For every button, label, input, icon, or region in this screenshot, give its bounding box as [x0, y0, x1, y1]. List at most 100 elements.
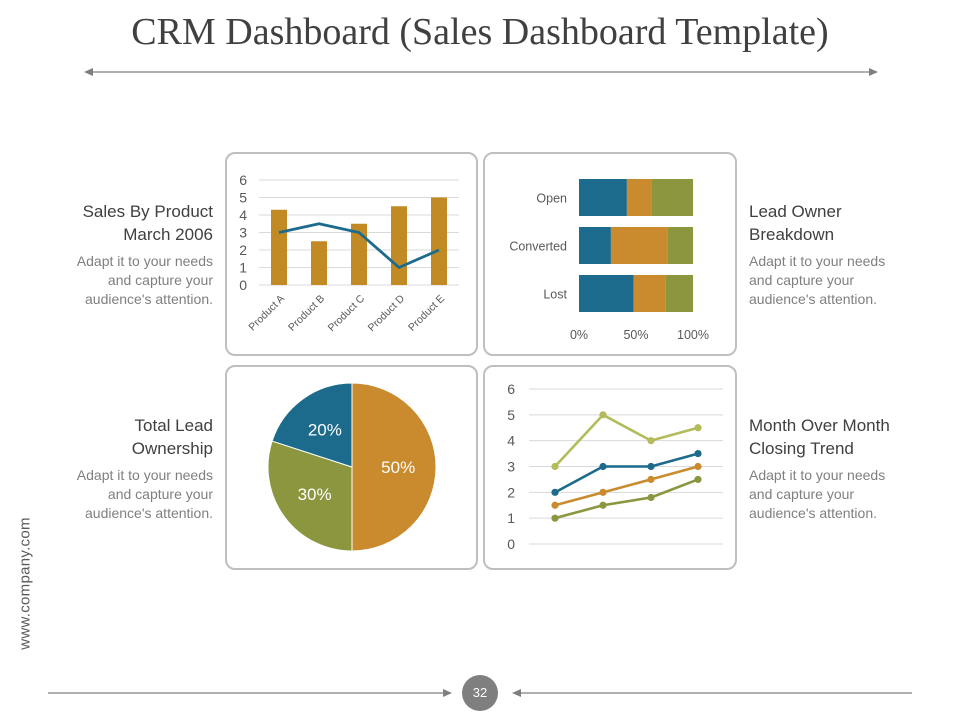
sales-body-line: audience's attention. [85, 291, 213, 307]
lead-owner-body-line: Adapt it to your needs [749, 253, 886, 269]
sales-body-line: Adapt it to your needs [76, 253, 213, 269]
bar-segment [651, 179, 693, 216]
data-point [599, 411, 607, 419]
series-line [554, 413, 699, 468]
lead-owner-heading: Lead Owner Breakdown [749, 200, 949, 246]
closing-heading-line: Month Over Month [749, 416, 890, 435]
sales-heading-line: March 2006 [123, 225, 213, 244]
bar [351, 223, 367, 285]
category-label: Lost [543, 288, 567, 302]
bar [311, 241, 327, 285]
category-label: Converted [509, 240, 567, 254]
total-lead-chart-panel: 50% 30% 20% [225, 365, 478, 570]
sales-heading: Sales By Product March 2006 [13, 200, 213, 246]
y-tick-label: 5 [239, 190, 247, 206]
lead-owner-breakdown-chart: Open Converted Lost 0% 50% 100% [509, 179, 709, 342]
total-lead-body-line: and capture your [107, 486, 213, 502]
page-title: CRM Dashboard (Sales Dashboard Template) [131, 11, 829, 53]
pie-label: 20% [308, 421, 342, 440]
lead-owner-body-line: and capture your [749, 272, 855, 288]
pie-slice [267, 440, 353, 552]
closing-heading: Month Over Month Closing Trend [749, 414, 949, 460]
bar [431, 197, 447, 285]
y-tick-label: 1 [507, 510, 515, 526]
total-lead-heading-line: Ownership [131, 439, 213, 458]
closing-body-line: Adapt it to your needs [749, 467, 886, 483]
y-tick-label: 6 [239, 172, 247, 188]
series-line [554, 452, 699, 494]
data-point [694, 424, 702, 432]
bar-segment [633, 275, 666, 312]
page-number-badge: 32 [462, 675, 498, 711]
lead-owner-chart-panel: Open Converted Lost 0% 50% 100% [483, 152, 737, 356]
website-url[interactable]: www.company.com [16, 517, 34, 650]
bar-segment [579, 227, 611, 264]
sales-body-line: and capture your [107, 272, 213, 288]
y-tick-label: 6 [507, 381, 515, 397]
pie-label: 30% [298, 485, 332, 504]
bar-segment [610, 227, 668, 264]
title-underline-arrow [84, 68, 878, 76]
total-lead-ownership-chart: 50% 30% 20% [267, 382, 437, 552]
x-tick-label: Product D [366, 292, 408, 334]
data-point [599, 488, 607, 496]
lead-owner-body: Adapt it to your needs and capture your … [749, 252, 949, 309]
pie-slice [271, 382, 353, 468]
closing-heading-line: Closing Trend [749, 439, 854, 458]
closing-chart-panel: 0 1 2 3 4 5 6 [483, 365, 737, 570]
lead-owner-heading-line: Breakdown [749, 225, 835, 244]
data-point [551, 462, 559, 471]
x-tick-label: Product E [406, 293, 447, 334]
x-tick-label: Product C [326, 292, 368, 334]
data-point [694, 475, 702, 484]
data-point [647, 475, 655, 484]
lead-owner-text-block: Lead Owner Breakdown Adapt it to your ne… [749, 200, 949, 309]
data-point [647, 437, 655, 445]
sales-chart-panel: 0 1 2 3 4 5 6 Product A Product B Product C Produc… [225, 152, 478, 356]
y-tick-label: 1 [239, 260, 247, 276]
total-lead-body-line: audience's attention. [85, 505, 213, 521]
data-point [694, 462, 702, 471]
bar-segment [667, 227, 693, 264]
y-tick-label: 3 [239, 225, 247, 241]
sales-body: Adapt it to your needs and capture your … [13, 252, 213, 309]
bar-segment [579, 275, 634, 312]
y-tick-label: 4 [239, 207, 247, 223]
y-tick-label: 2 [507, 484, 515, 500]
total-lead-heading: Total Lead Ownership [13, 414, 213, 460]
closing-trend-chart: 0 1 2 3 4 5 6 [507, 381, 723, 552]
category-label: Open [536, 192, 567, 206]
sales-heading-line: Sales By Product [82, 202, 213, 221]
x-tick-label: Product B [286, 293, 327, 334]
total-lead-text-block: Total Lead Ownership Adapt it to your ne… [13, 414, 213, 523]
closing-text-block: Month Over Month Closing Trend Adapt it … [749, 414, 949, 523]
footer-left-arrow [48, 689, 452, 697]
pie-label: 50% [381, 458, 415, 477]
bar-segment [579, 179, 627, 216]
lead-owner-body-line: audience's attention. [749, 291, 877, 307]
total-lead-body: Adapt it to your needs and capture your … [13, 466, 213, 523]
data-point [551, 501, 559, 509]
y-tick-label: 2 [239, 242, 247, 258]
bar [271, 209, 287, 285]
closing-body: Adapt it to your needs and capture your … [749, 466, 949, 523]
y-tick-label: 5 [507, 407, 515, 423]
data-point [599, 462, 607, 471]
series-line [554, 465, 699, 507]
series-line [554, 478, 699, 520]
data-point [694, 449, 702, 458]
sales-text-block: Sales By Product March 2006 Adapt it to … [13, 200, 213, 309]
y-tick-label: 0 [239, 277, 247, 293]
data-point [551, 488, 559, 496]
total-lead-body-line: Adapt it to your needs [76, 467, 213, 483]
data-point [599, 501, 607, 509]
bar-segment [626, 179, 652, 216]
closing-body-line: audience's attention. [749, 505, 877, 521]
pie-slice [351, 382, 437, 552]
y-tick-label: 0 [507, 536, 515, 552]
data-point [647, 493, 655, 502]
x-tick-label: 0% [570, 328, 588, 342]
bar [391, 206, 407, 285]
